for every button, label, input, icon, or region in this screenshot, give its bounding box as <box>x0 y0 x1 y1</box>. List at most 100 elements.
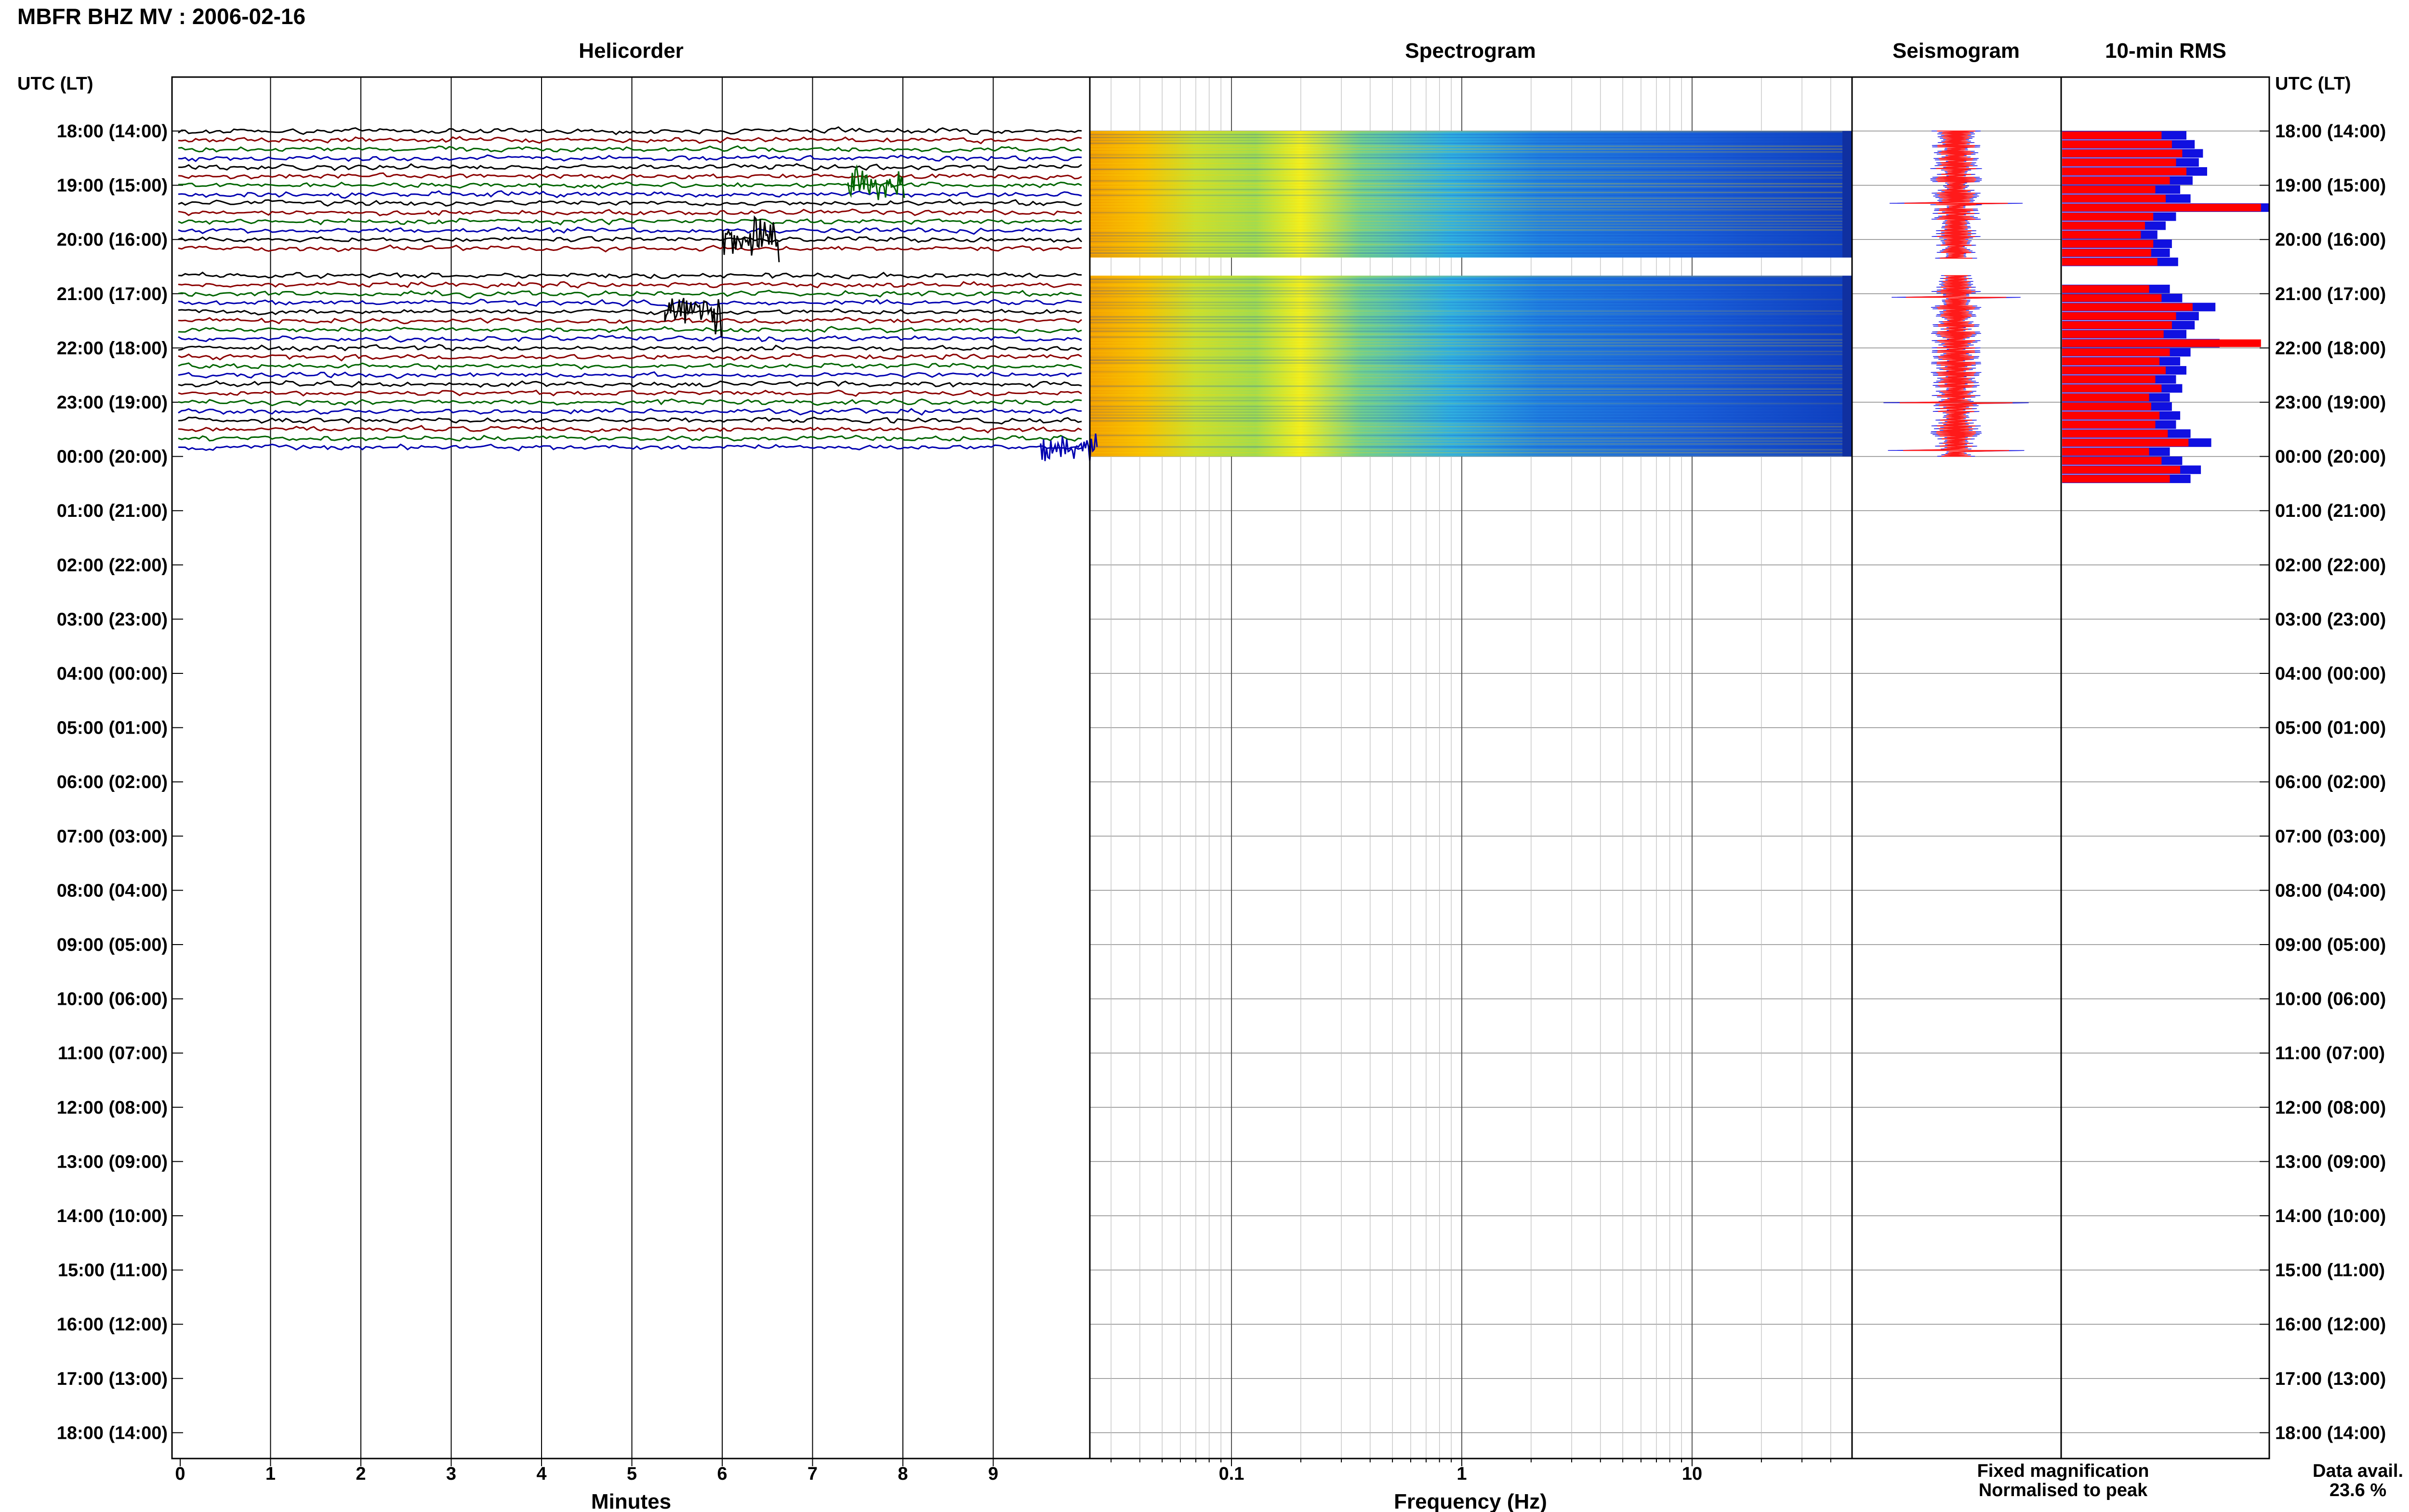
rms-bar-normalised <box>2062 294 2162 302</box>
spectrogram-row <box>1090 391 1842 393</box>
rms-bar-normalised <box>2062 439 2189 447</box>
frequency-tick-label: 0.1 <box>1219 1464 1244 1484</box>
spectrogram-row <box>1090 423 1842 425</box>
rms-bar-normalised <box>2062 375 2156 383</box>
helicorder-trace <box>178 434 1082 442</box>
hour-label-right: 23:00 (19:00) <box>2275 393 2386 413</box>
rms-title: 10-min RMS <box>2105 39 2226 63</box>
spectrogram-row <box>1090 339 1842 341</box>
rms-bar-normalised <box>2062 168 2186 175</box>
spectrogram-row <box>1090 186 1842 187</box>
hour-label-left: 13:00 (09:00) <box>57 1152 168 1172</box>
spectrogram-row <box>1090 385 1842 387</box>
hour-label-right: 13:00 (09:00) <box>2275 1152 2386 1172</box>
spectrogram-row <box>1090 371 1842 373</box>
hour-label-left: 16:00 (12:00) <box>57 1315 168 1335</box>
spectrogram-row <box>1090 287 1842 289</box>
spectrogram-row <box>1090 255 1842 257</box>
hour-label-left: 14:00 (10:00) <box>57 1206 168 1226</box>
legend-fixed-magnification: Fixed magnification <box>1977 1461 2149 1481</box>
hour-label-right: 09:00 (05:00) <box>2275 935 2386 955</box>
spectrogram-row <box>1090 455 1842 457</box>
rms-bar-normalised <box>2062 447 2149 456</box>
rms-bar-normalised <box>2062 140 2172 148</box>
spectrogram-title: Spectrogram <box>1405 39 1535 63</box>
rms-bar-normalised <box>2062 240 2154 248</box>
hour-label-right: 18:00 (14:00) <box>2275 121 2386 142</box>
helicorder-trace <box>178 389 1082 397</box>
rms-bar-normalised <box>2062 312 2176 320</box>
spectrogram-row <box>1090 304 1842 306</box>
spectrogram-row <box>1090 307 1842 309</box>
spectrogram-block <box>1090 131 1842 258</box>
helicorder-trace <box>178 190 1082 199</box>
rms-bar-normalised <box>2062 185 2156 194</box>
spectrogram-row <box>1090 330 1842 332</box>
helicorder-trace <box>178 443 1082 451</box>
rms-bar-normalised <box>2062 475 2170 483</box>
rms-bar-normalised <box>2062 421 2156 429</box>
rms-bar-normalised <box>2062 204 2261 211</box>
spectrogram-row <box>1090 299 1842 301</box>
spectrogram-row <box>1090 252 1842 254</box>
minute-tick-label: 5 <box>627 1464 637 1484</box>
spectrogram-row <box>1090 221 1842 222</box>
hour-label-right: 15:00 (11:00) <box>2275 1261 2385 1281</box>
helicorder-trace <box>178 244 1082 253</box>
spectrogram-panel <box>1090 131 1852 457</box>
spectrogram-row <box>1090 302 1842 303</box>
spectrogram-row <box>1090 244 1842 245</box>
minute-tick-label: 3 <box>446 1464 456 1484</box>
spectrogram-edge <box>1842 131 1852 258</box>
spectrogram-row <box>1090 250 1842 251</box>
helicorder-trace <box>178 353 1082 362</box>
spectrogram-row <box>1090 157 1842 158</box>
minutes-axis-label: Minutes <box>591 1490 671 1512</box>
spectrogram-row <box>1090 151 1842 153</box>
rms-panel <box>2062 131 2269 483</box>
spectrogram-row <box>1090 171 1842 173</box>
hour-label-left: 17:00 (13:00) <box>57 1369 168 1389</box>
spectrogram-row <box>1090 443 1842 445</box>
spectrogram-row <box>1090 377 1842 379</box>
data-avail-label: Data avail. <box>2313 1461 2403 1481</box>
spectrogram-row <box>1090 200 1842 202</box>
rms-bar-normalised <box>2062 222 2145 230</box>
hour-label-right: 14:00 (10:00) <box>2275 1206 2386 1226</box>
rms-bar-normalised <box>2062 466 2181 474</box>
hour-label-right: 04:00 (00:00) <box>2275 664 2386 684</box>
rms-bar-normalised <box>2062 366 2166 374</box>
hour-label-left: 03:00 (23:00) <box>57 609 168 630</box>
rms-bar-normalised <box>2062 348 2170 356</box>
hour-label-right: 20:00 (16:00) <box>2275 230 2386 250</box>
spectrogram-row <box>1090 400 1842 402</box>
seismogram-trace-normalised <box>1904 131 2008 259</box>
spectrogram-row <box>1090 180 1842 182</box>
hour-label-left: 21:00 (17:00) <box>57 284 168 304</box>
spectrogram-row <box>1090 420 1842 422</box>
spectrogram-row <box>1090 449 1842 451</box>
rms-bar-normalised <box>2062 285 2149 293</box>
hour-label-left: 12:00 (08:00) <box>57 1098 168 1118</box>
spectrogram-row <box>1090 203 1842 205</box>
hour-label-left: 20:00 (16:00) <box>57 230 168 250</box>
spectrogram-row <box>1090 374 1842 376</box>
spectrogram-row <box>1090 232 1842 234</box>
helicorder-event <box>847 164 905 200</box>
spectrogram-row <box>1090 137 1842 138</box>
helicorder-trace <box>178 371 1082 379</box>
spectrogram-row <box>1090 365 1842 367</box>
hour-label-right: 01:00 (21:00) <box>2275 501 2386 521</box>
helicorder-trace <box>178 226 1082 235</box>
helicorder-panel <box>178 126 1098 461</box>
helicorder-trace <box>178 208 1082 217</box>
spectrogram-row <box>1090 189 1842 190</box>
spectrogram-row <box>1090 177 1842 179</box>
frequency-tick-label: 1 <box>1456 1464 1467 1484</box>
spectrogram-row <box>1090 140 1842 141</box>
spectrogram-row <box>1090 131 1842 132</box>
rms-bar-normalised <box>2062 258 2158 266</box>
hour-label-right: 17:00 (13:00) <box>2275 1369 2386 1389</box>
helicorder-trace <box>178 145 1082 153</box>
spectrogram-row <box>1090 328 1842 329</box>
